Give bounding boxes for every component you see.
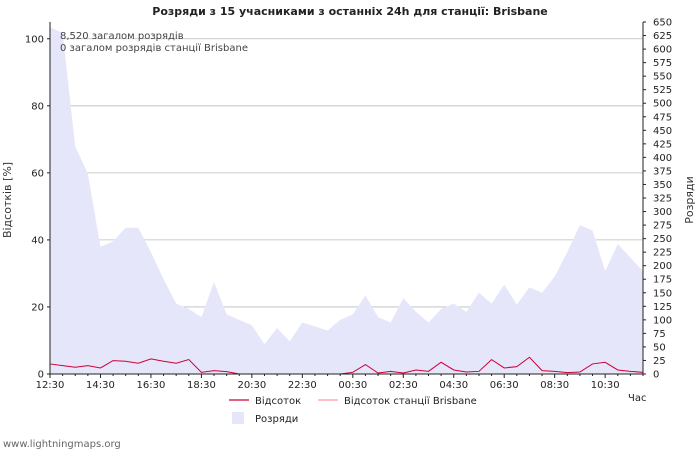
y-right-tick-label-525: 525 [653, 85, 672, 96]
x-tick-label-6: 00:30 [338, 380, 367, 391]
y-right-tick-label-500: 500 [653, 99, 672, 110]
y-axis-left-ticks: 0 20 40 60 80 100 [25, 34, 50, 381]
annotation-total-strikes: 8,520 загалом розрядів [60, 30, 184, 42]
y-left-tick-label-0: 0 [38, 370, 44, 381]
y-right-tick-label-0: 0 [653, 370, 659, 381]
y-right-tick-label-125: 125 [653, 302, 672, 313]
y-right-tick-label-50: 50 [653, 342, 666, 353]
legend-label-strikes: Розряди [255, 414, 298, 425]
strikes-area-group [50, 27, 643, 374]
y-right-tick-label-100: 100 [653, 315, 672, 326]
y-right-tick-label-475: 475 [653, 112, 672, 123]
y-right-tick-label-225: 225 [653, 248, 672, 259]
y-right-tick-label-300: 300 [653, 207, 672, 218]
x-tick-label-1: 14:30 [86, 380, 115, 391]
y-left-tick-label-100: 100 [25, 34, 44, 45]
x-tick-label-5: 22:30 [288, 380, 317, 391]
y-left-tick-label-60: 60 [31, 168, 44, 179]
x-tick-label-7: 02:30 [389, 380, 418, 391]
watermark: www.lightningmaps.org [3, 439, 121, 450]
y-right-tick-label-375: 375 [653, 166, 672, 177]
y-right-tick-label-25: 25 [653, 356, 666, 367]
x-tick-label-10: 08:30 [540, 380, 569, 391]
x-tick-label-3: 18:30 [187, 380, 216, 391]
y-right-tick-label-450: 450 [653, 126, 672, 137]
y-right-tick-label-150: 150 [653, 288, 672, 299]
x-tick-label-0: 12:30 [36, 380, 65, 391]
y-right-tick-label-325: 325 [653, 194, 672, 205]
y-right-tick-label-350: 350 [653, 180, 672, 191]
strikes-area [50, 27, 643, 374]
y-axis-right-label: Розряди [683, 176, 696, 224]
y-right-tick-label-400: 400 [653, 153, 672, 164]
chart-title: Розряди з 15 учасниками з останніх 24h д… [152, 5, 547, 18]
x-tick-label-4: 20:30 [237, 380, 266, 391]
x-tick-label-11: 10:30 [591, 380, 620, 391]
x-tick-label-2: 16:30 [137, 380, 166, 391]
y-axis-left-label: Відсотків [%] [1, 162, 14, 238]
percent-line [49, 356, 644, 375]
y-left-tick-label-20: 20 [31, 302, 44, 313]
y-axis-right-ticks: 0 25 50 75 100 125 150 175 200 225 250 275 300 325 350… [643, 18, 672, 381]
y-right-tick-label-550: 550 [653, 72, 672, 83]
y-right-tick-label-75: 75 [653, 329, 666, 340]
x-axis-label: Час [628, 393, 646, 404]
annotation-station-strikes: 0 загалом розрядів станції Brisbane [60, 42, 248, 54]
legend: Відсоток Відсоток станції Brisbane Розря… [229, 395, 477, 425]
x-tick-label-8: 04:30 [439, 380, 468, 391]
x-axis-ticks: 12:30 14:30 16:30 18:30 20:30 22:30 00:30 02:30… [36, 374, 644, 391]
y-right-tick-label-575: 575 [653, 58, 672, 69]
y-right-tick-label-625: 625 [653, 31, 672, 42]
legend-label-percent: Відсоток [255, 395, 301, 407]
y-left-tick-label-80: 80 [31, 101, 44, 112]
y-left-tick-label-40: 40 [31, 235, 44, 246]
y-right-tick-label-200: 200 [653, 261, 672, 272]
legend-swatch-strikes [232, 412, 244, 424]
legend-label-station-percent: Відсоток станції Brisbane [344, 395, 477, 407]
y-right-tick-label-250: 250 [653, 234, 672, 245]
y-right-tick-label-275: 275 [653, 221, 672, 232]
y-right-tick-label-650: 650 [653, 18, 672, 29]
y-right-tick-label-600: 600 [653, 45, 672, 56]
y-right-tick-label-175: 175 [653, 275, 672, 286]
x-tick-label-9: 06:30 [490, 380, 519, 391]
y-right-tick-label-425: 425 [653, 139, 672, 150]
